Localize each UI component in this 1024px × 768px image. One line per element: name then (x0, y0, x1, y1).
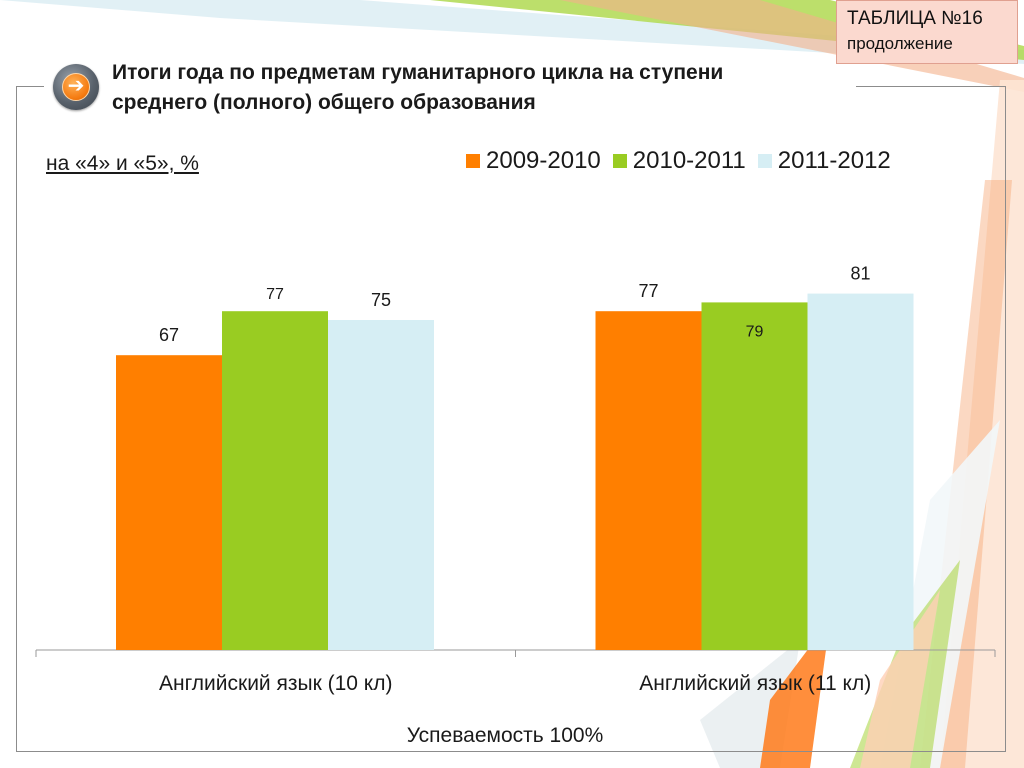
bar-2011-2012-2 (807, 293, 914, 650)
page-title: Итоги года по предметам гуманитарного ци… (112, 58, 872, 118)
data-label-2011-2012-2: 81 (850, 264, 870, 284)
data-label-2011-2012-1: 75 (371, 290, 391, 310)
bar-2011-2012-1 (328, 320, 434, 650)
chart-subtitle: на «4» и «5», % (46, 152, 199, 175)
bar-2009-2010-2 (595, 311, 702, 650)
legend-swatch-2010 (612, 154, 627, 168)
legend-item-2009: 2009-2010 (466, 147, 601, 175)
legend-label-2011: 2011-2012 (777, 147, 891, 174)
title-line-1: Итоги года по предметам гуманитарного ци… (112, 61, 724, 84)
table-number-badge: ТАБЛИЦА №16 продолжение (836, 0, 1018, 64)
category-label-1: Английский язык (10 кл) (159, 672, 392, 695)
bar-2009-2010-1 (116, 355, 222, 650)
data-label-2009-2010-1: 67 (159, 325, 179, 345)
legend-item-2010: 2010-2011 (612, 147, 746, 175)
table-number: ТАБЛИЦА №16 (847, 8, 983, 29)
legend-swatch-2009 (466, 154, 480, 168)
title-background (44, 56, 856, 122)
chart-legend: 2009-2010 2010-2011 2011-2012 (466, 147, 903, 175)
legend-swatch-2011 (757, 154, 772, 168)
data-label-2009-2010-2: 77 (638, 281, 658, 301)
chart-footer-note: Успеваемость 100% (406, 724, 604, 747)
legend-label-2010: 2010-2011 (632, 147, 746, 174)
category-label-2: Английский язык (11 кл) (639, 672, 871, 695)
legend-label-2009: 2009-2010 (486, 147, 601, 174)
data-label-2010-2011-1: 77 (266, 286, 284, 303)
bar-2010-2011-1 (222, 311, 328, 650)
data-label-2010-2011-2: 79 (746, 323, 764, 340)
bar-2010-2011-2 (701, 302, 808, 650)
arrow-right-icon[interactable]: ➔ (53, 64, 99, 110)
table-continuation: продолжение (847, 34, 953, 53)
legend-item-2011: 2011-2012 (757, 147, 891, 175)
arrow-right-glyph: ➔ (62, 73, 90, 101)
title-line-2: среднего (полного) общего образования (112, 91, 536, 114)
